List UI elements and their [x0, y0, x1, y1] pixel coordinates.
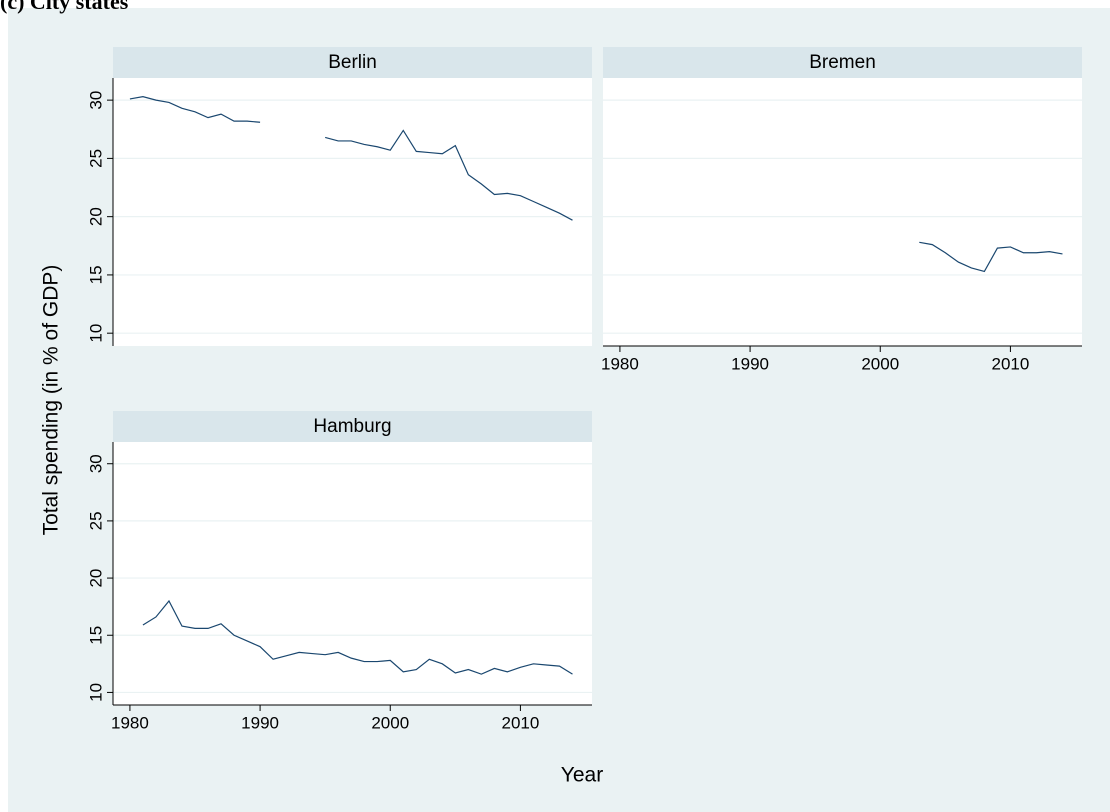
y-tick-label: 30 [86, 454, 105, 473]
data-line [129, 96, 573, 221]
x-tick-label: 1980 [601, 354, 639, 373]
figure-title: (c) City states [0, 0, 129, 14]
plot-area [113, 78, 592, 346]
y-tick-label: 20 [86, 569, 105, 588]
x-tick-label: 1990 [241, 713, 279, 732]
y-tick-label: 10 [86, 683, 105, 702]
panel-header [603, 47, 1082, 78]
x-tick-label: 1980 [111, 713, 149, 732]
data-line [142, 599, 573, 675]
plot-area [603, 78, 1082, 346]
y-tick-label: 10 [86, 324, 105, 343]
panel-title: Berlin [328, 52, 377, 73]
panel-header [113, 47, 592, 78]
y-tick-label: 30 [86, 91, 105, 110]
y-tick-label: 25 [86, 149, 105, 168]
y-tick-label: 15 [86, 626, 105, 645]
y-tick-label: 15 [86, 265, 105, 284]
y-tick-label: 25 [86, 511, 105, 530]
plot-area [113, 442, 592, 705]
y-tick-label: 20 [86, 207, 105, 226]
x-axis-label: Year [561, 764, 603, 787]
x-tick-label: 2000 [371, 713, 409, 732]
data-line [919, 241, 1063, 273]
panel-title: Hamburg [313, 416, 391, 437]
x-tick-label: 2000 [861, 354, 899, 373]
panel-title: Bremen [809, 52, 876, 73]
x-tick-label: 2010 [991, 354, 1029, 373]
x-tick-label: 1990 [731, 354, 769, 373]
panel-header [113, 411, 592, 442]
x-tick-label: 2010 [501, 713, 539, 732]
y-axis-label: Total spending (in % of GDP) [40, 265, 63, 536]
